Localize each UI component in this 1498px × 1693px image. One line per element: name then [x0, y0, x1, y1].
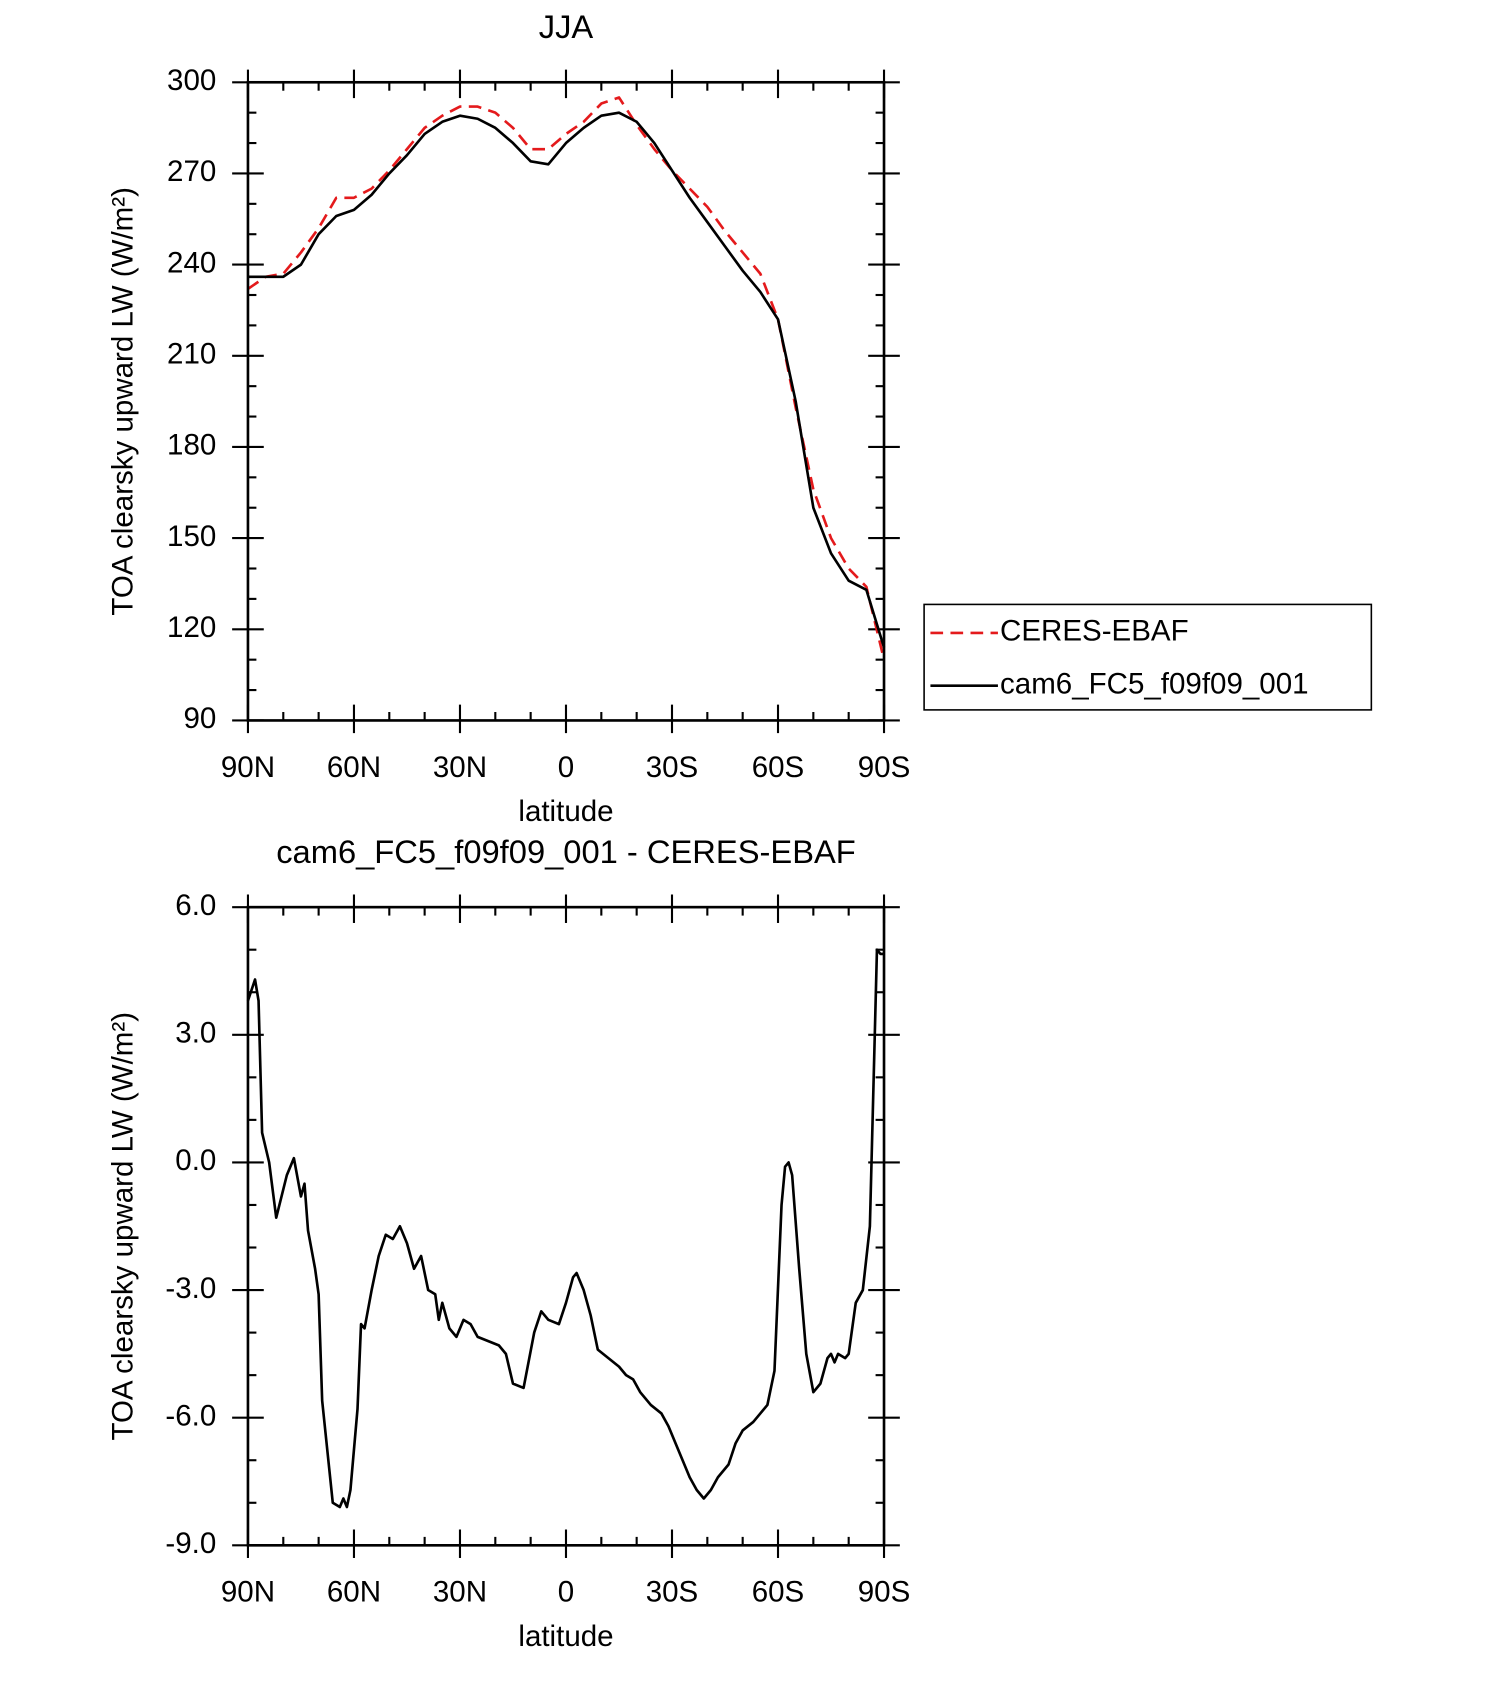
chart-title: JJA	[539, 8, 594, 45]
y-tick-label: 240	[167, 246, 216, 279]
y-tick-label: 150	[167, 520, 216, 553]
x-axis-label: latitude	[518, 1620, 613, 1653]
y-tick-label: 120	[167, 611, 216, 644]
x-tick-label: 0	[558, 1576, 574, 1609]
y-tick-label: -6.0	[165, 1399, 216, 1432]
x-tick-label: 30S	[646, 751, 699, 784]
plot-frame	[246, 80, 886, 722]
y-tick-label: 300	[167, 64, 216, 97]
x-tick-label: 60S	[752, 1576, 805, 1609]
x-tick-label: 90N	[221, 1576, 275, 1609]
data-line	[246, 948, 885, 1509]
y-tick-label: 3.0	[175, 1017, 216, 1050]
x-axis-label: latitude	[518, 795, 613, 828]
x-tick-label: 60N	[327, 751, 381, 784]
y-tick-label: -9.0	[165, 1527, 216, 1560]
x-tick-label: 60N	[327, 1576, 381, 1609]
legend-box	[923, 603, 1373, 711]
y-tick-label: 180	[167, 429, 216, 462]
y-tick-label: 0.0	[175, 1144, 216, 1177]
x-tick-label: 30N	[433, 751, 487, 784]
plot-frame	[246, 905, 886, 1547]
x-tick-label: 90N	[221, 751, 275, 784]
x-tick-label: 0	[558, 751, 574, 784]
x-tick-label: 60S	[752, 751, 805, 784]
y-tick-label: 210	[167, 338, 216, 371]
y-tick-label: 6.0	[175, 889, 216, 922]
y-tick-label: 270	[167, 155, 216, 188]
x-tick-label: 90S	[858, 751, 911, 784]
y-axis-label: TOA clearsky upward LW (W/m²)	[106, 1012, 139, 1441]
y-tick-label: 90	[183, 702, 216, 735]
y-axis-label: TOA clearsky upward LW (W/m²)	[106, 187, 139, 616]
data-line	[247, 111, 886, 648]
legend-label: CERES-EBAF	[1000, 615, 1189, 648]
y-tick-label: -3.0	[165, 1272, 216, 1305]
x-tick-label: 30S	[646, 1576, 699, 1609]
legend-label: cam6_FC5_f09f09_001	[1000, 667, 1309, 700]
x-tick-label: 30N	[433, 1576, 487, 1609]
chart-title: cam6_FC5_f09f09_001 - CERES-EBAF	[276, 833, 856, 870]
data-line	[247, 96, 886, 660]
x-tick-label: 90S	[858, 1576, 911, 1609]
